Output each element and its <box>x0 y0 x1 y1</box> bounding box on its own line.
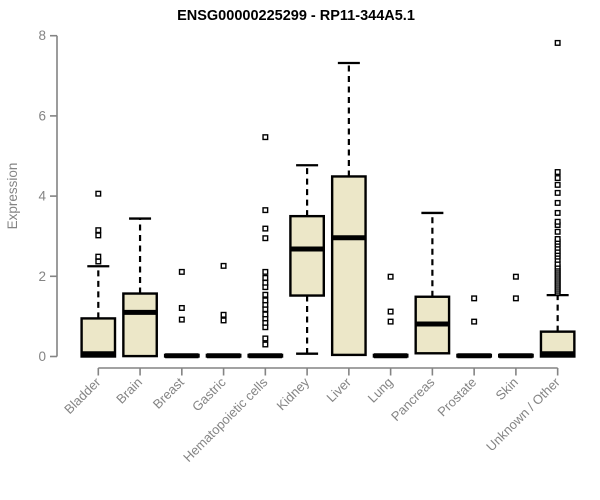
outlier-point <box>178 316 185 323</box>
x-category-label: Skin <box>493 375 521 403</box>
outlier-point <box>554 228 561 235</box>
outlier-point <box>387 308 394 315</box>
outlier-point <box>512 295 519 302</box>
x-category-label: Unknown / Other <box>483 374 563 454</box>
x-category-label: Pancreas <box>388 374 438 424</box>
box-prostate <box>456 295 493 359</box>
outlier-point <box>387 318 394 325</box>
outlier-point <box>220 311 227 318</box>
box-pancreas <box>414 211 451 355</box>
outlier-point <box>554 236 561 243</box>
outlier-point <box>262 297 269 304</box>
outlier-point <box>95 190 102 197</box>
outlier-point <box>554 39 561 46</box>
outlier-point <box>471 318 478 325</box>
outlier-point <box>220 317 227 324</box>
x-category-label: Liver <box>323 374 354 405</box>
outlier-point <box>387 273 394 280</box>
x-category-label: Bladder <box>61 374 104 417</box>
outlier-point <box>262 134 269 141</box>
box-liver <box>330 61 367 357</box>
outlier-point <box>262 235 269 242</box>
box-kidney <box>289 164 325 355</box>
outlier-point <box>554 189 561 196</box>
x-category-label: Brain <box>113 375 145 407</box>
box-breast <box>163 268 200 359</box>
outlier-point <box>262 341 269 348</box>
outlier-point <box>554 175 561 182</box>
outlier-point <box>512 273 519 280</box>
outlier-point <box>178 268 185 275</box>
chart-title: ENSG00000225299 - RP11-344A5.1 <box>177 8 415 24</box>
outlier-point <box>262 225 269 232</box>
outlier-point <box>554 169 561 176</box>
outlier-point <box>554 181 561 188</box>
y-tick-label: 6 <box>38 108 46 123</box>
outlier-point <box>262 335 269 342</box>
y-tick-label: 2 <box>38 269 46 284</box>
x-category-label: Prostate <box>434 375 479 420</box>
box-brain <box>122 217 158 358</box>
box-lung <box>372 273 409 359</box>
y-tick-label: 4 <box>38 189 46 204</box>
outlier-point <box>262 291 269 298</box>
box-unknown-other <box>539 39 576 358</box>
x-category-label: Gastric <box>189 374 229 414</box>
outlier-point <box>554 209 561 216</box>
box-body <box>289 214 325 297</box>
outlier-point <box>220 262 227 269</box>
box-gastric <box>205 262 242 359</box>
x-category-label: Kidney <box>274 374 313 413</box>
x-category-label: Lung <box>365 375 396 406</box>
x-category-label: Breast <box>150 374 187 411</box>
box-body <box>122 292 158 358</box>
y-axis: 0 2 4 6 8 <box>38 28 58 364</box>
outlier-point <box>554 218 561 225</box>
outlier-point <box>262 274 269 281</box>
box-body <box>80 317 117 358</box>
outlier-point <box>262 311 269 318</box>
outlier-point <box>95 227 102 234</box>
y-tick-label: 0 <box>38 349 46 364</box>
outlier-point <box>95 258 102 265</box>
outlier-point <box>554 199 561 206</box>
y-tick-label: 8 <box>38 28 46 43</box>
box-skin <box>498 273 534 359</box>
outlier-point <box>471 295 478 302</box>
outlier-point <box>262 207 269 214</box>
box-body <box>330 175 367 357</box>
box-hematopoietic-cells <box>247 134 284 359</box>
outlier-point <box>178 304 185 311</box>
outlier-point <box>262 268 269 275</box>
outlier-point <box>95 232 102 239</box>
outlier-point <box>262 279 269 286</box>
outlier-point <box>95 253 102 260</box>
box-bladder <box>80 190 117 358</box>
